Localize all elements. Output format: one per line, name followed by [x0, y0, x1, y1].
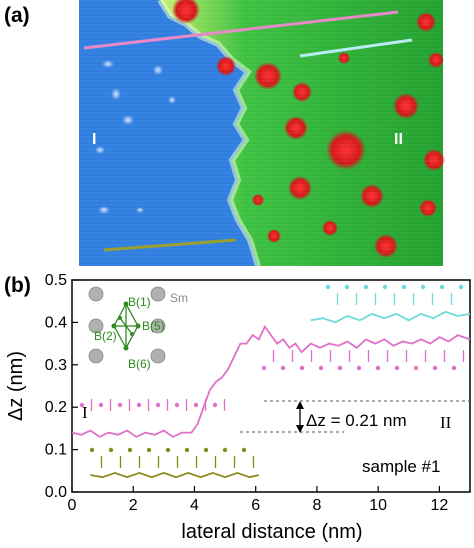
pink-row-dot: [451, 365, 457, 371]
pink-row-dot: [79, 402, 85, 408]
region-label-I-b: I: [82, 403, 88, 422]
pink-row-dot: [413, 365, 419, 371]
cyan-row-dot: [401, 284, 407, 290]
y-tick-label: 0.2: [45, 399, 67, 416]
step-height-annotation: Δz = 0.21 nm: [306, 411, 407, 430]
x-axis-title: lateral distance (nm): [181, 521, 362, 543]
pink-row-dot: [98, 402, 104, 408]
boron-label-5: B(5): [142, 319, 165, 333]
plot-frame: [71, 279, 471, 493]
pink-row-dot: [337, 365, 343, 371]
cyan-atom-row: [325, 284, 464, 305]
olive-atom-row: [89, 447, 255, 468]
axis-tick-labels: 0 2 4 6 8 10 12 0.0 0.1 0.2 0.3 0.4 0.5: [45, 272, 449, 514]
pink-row-dot: [356, 365, 362, 371]
x-tick-label: 12: [430, 497, 448, 514]
olive-row-dot: [222, 447, 228, 453]
pink-row-dot: [299, 365, 305, 371]
pink-row-dot: [318, 365, 324, 371]
region-label-II-a: II: [394, 131, 403, 148]
boron-label-6: B(6): [128, 357, 151, 371]
boron-octahedron: [113, 303, 139, 349]
sm-label: Sm: [170, 291, 188, 305]
cyan-row-dot: [458, 284, 464, 290]
pink-row-dot: [193, 402, 199, 408]
x-tick-label: 6: [251, 497, 260, 514]
profile-chart: 0 2 4 6 8 10 12 0.0 0.1 0.2 0.3 0.4 0.5 lateral dist…: [5, 272, 471, 543]
olive-row-dot: [89, 447, 95, 453]
series-layer: [71, 310, 471, 479]
y-tick-label: 0.5: [45, 272, 67, 289]
boron-label-1: B(1): [128, 295, 151, 309]
y-axis-title: Δz (nm): [5, 351, 27, 421]
pink-row-dot: [394, 365, 400, 371]
olive-row-dot: [127, 447, 133, 453]
y-tick-label: 0.0: [45, 484, 67, 501]
cyan-row-dot: [344, 284, 350, 290]
series-line-2: [310, 310, 471, 324]
pink-atom-row: [79, 350, 465, 411]
cyan-row-dot: [420, 284, 426, 290]
series-line-1: [71, 324, 471, 438]
olive-row-dot: [241, 447, 247, 453]
region-label-I-a: I: [92, 131, 96, 148]
profile-line-cyan: [299, 38, 413, 58]
pink-row-dot: [375, 365, 381, 371]
cyan-row-dot: [363, 284, 369, 290]
y-tick-label: 0.4: [45, 314, 67, 331]
olive-row-dot: [184, 447, 190, 453]
sm-b6-structure-inset: Sm B(1) B(2) B(5) B(6): [88, 286, 188, 371]
x-tick-label: 8: [312, 497, 321, 514]
olive-row-dot: [203, 447, 209, 453]
y-tick-label: 0.3: [45, 357, 67, 374]
cyan-row-dot: [439, 284, 445, 290]
x-tick-label: 10: [369, 497, 387, 514]
pink-row-dot: [136, 402, 142, 408]
pink-row-dot: [212, 402, 218, 408]
sample-label: sample #1: [362, 457, 440, 476]
cyan-row-dot: [325, 284, 331, 290]
panel-a-label: (a): [4, 4, 30, 27]
pink-row-dot: [155, 402, 161, 408]
olive-row-dot: [108, 447, 114, 453]
olive-row-dot: [165, 447, 171, 453]
axis-ticks: [71, 279, 440, 493]
stm-image: I II: [79, 0, 445, 267]
x-tick-label: 2: [129, 497, 138, 514]
cyan-row-dot: [382, 284, 388, 290]
pink-row-dot: [174, 402, 180, 408]
profile-line-pink: [83, 10, 399, 50]
pink-row-dot: [261, 365, 267, 371]
step-height-arrow: [296, 401, 304, 433]
x-tick-label: 4: [190, 497, 199, 514]
boron-label-2: B(2): [94, 329, 117, 343]
olive-row-dot: [146, 447, 152, 453]
pink-row-dot: [117, 402, 123, 408]
row-markers: [79, 284, 465, 468]
pink-row-dot: [432, 365, 438, 371]
panel-b-label: (b): [4, 274, 31, 297]
pink-row-dot: [280, 365, 286, 371]
x-tick-label: 0: [68, 497, 77, 514]
scan-lines: [79, 0, 443, 266]
profile-line-olive: [103, 238, 237, 252]
y-tick-label: 0.1: [45, 442, 67, 459]
region-label-II-b: II: [440, 413, 452, 432]
series-line-3: [90, 471, 260, 479]
